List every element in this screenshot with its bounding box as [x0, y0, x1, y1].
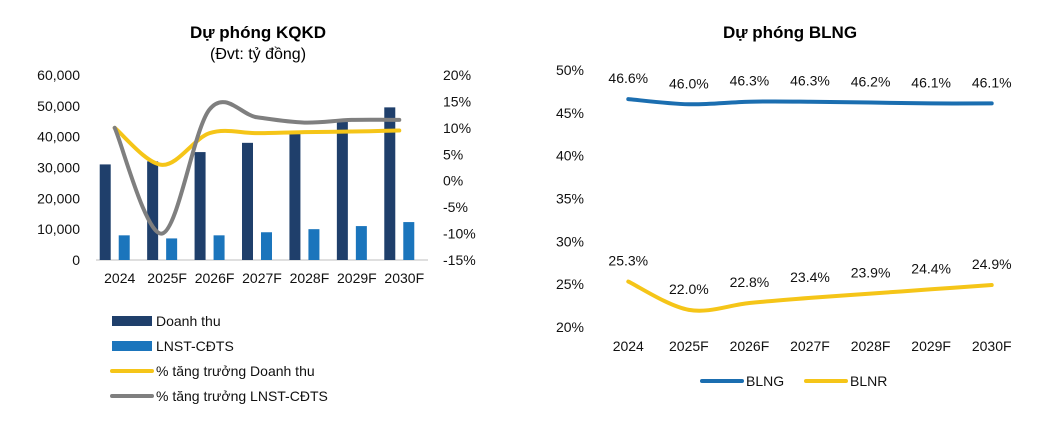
- kqkd-left-axis: 0 10,000 20,000 30,000 40,000 50,000 60,000: [37, 67, 80, 268]
- legend-item-label: LNST-CĐTS: [156, 338, 234, 354]
- line-growth-doanh-thu: [112, 125, 402, 167]
- data-label-blng: 46.6%: [608, 70, 648, 86]
- kqkd-left-tick-label: 30,000: [37, 160, 80, 176]
- kqkd-category-label: 2029F: [337, 270, 377, 286]
- blng-data-labels: 46.6% 46.0% 46.3% 46.3% 46.2% 46.1% 46.1% 25.3%…: [608, 70, 1011, 297]
- kqkd-category-label: 2026F: [195, 270, 235, 286]
- bar-lnst-cdts: [213, 235, 225, 260]
- blng-x-axis: 2024 2025F 2026F 2027F 2028F 2029F 2030F: [613, 338, 1012, 354]
- bar-lnst-cdts: [355, 226, 367, 260]
- kqkd-category-label: 2030F: [384, 270, 424, 286]
- line-growth-lnst-cdts: [112, 100, 402, 236]
- blng-category-label: 2029F: [911, 338, 951, 354]
- kqkd-right-tick-label: -5%: [443, 199, 468, 215]
- bar-lnst-cdts: [166, 238, 178, 260]
- kqkd-right-tick-label: 15%: [443, 93, 471, 109]
- bar-doanh-thu: [99, 164, 111, 260]
- blng-tick-label: 30%: [556, 233, 584, 249]
- kqkd-right-axis: -15% -10% -5% 0% 5% 10% 15% 20%: [443, 67, 476, 268]
- kqkd-subtitle: (Đvt: tỷ đồng): [210, 46, 306, 63]
- blng-category-label: 2028F: [851, 338, 891, 354]
- legend-item-label: % tăng trưởng LNST-CĐTS: [156, 388, 328, 404]
- blng-category-label: 2025F: [669, 338, 709, 354]
- kqkd-left-tick-label: 20,000: [37, 190, 80, 206]
- blng-y-axis: 20% 25% 30% 35% 40% 45% 50%: [556, 62, 584, 335]
- kqkd-title: Dự phóng KQKD: [190, 23, 326, 42]
- bar-doanh-thu: [242, 142, 253, 260]
- bar-doanh-thu: [384, 107, 396, 260]
- kqkd-bars: [99, 107, 415, 260]
- line-blnr: [626, 279, 994, 313]
- data-label-blnr: 23.4%: [790, 269, 830, 285]
- blng-category-label: 2026F: [730, 338, 770, 354]
- blng-tick-label: 25%: [556, 276, 584, 292]
- blng-chart: Dự phóng BLNG 20% 25% 30% 35% 40% 45% 50% 46.6…: [556, 23, 1012, 389]
- blng-category-label: 2024: [613, 338, 644, 354]
- bar-doanh-thu: [194, 152, 206, 260]
- kqkd-left-tick-label: 0: [72, 252, 80, 268]
- bar-doanh-thu: [336, 119, 348, 260]
- data-label-blnr: 24.4%: [911, 260, 951, 276]
- blng-tick-label: 35%: [556, 191, 584, 207]
- kqkd-category-label: 2028F: [290, 270, 330, 286]
- data-label-blng: 46.3%: [790, 73, 830, 89]
- bar-lnst-cdts: [403, 222, 415, 260]
- kqkd-category-label: 2024: [104, 270, 135, 286]
- data-label-blnr: 24.9%: [972, 256, 1012, 272]
- legend-item-label: BLNR: [850, 373, 887, 389]
- kqkd-left-tick-label: 10,000: [37, 221, 80, 237]
- bar-doanh-thu: [289, 132, 301, 260]
- data-label-blnr: 23.9%: [851, 265, 891, 281]
- kqkd-legend: Doanh thu LNST-CĐTS % tăng trưởng Doanh th…: [110, 313, 328, 404]
- bar-lnst-cdts: [308, 229, 320, 260]
- data-label-blng: 46.2%: [851, 74, 891, 90]
- blng-tick-label: 50%: [556, 62, 584, 78]
- data-label-blnr: 22.8%: [730, 274, 770, 290]
- kqkd-right-tick-label: 5%: [443, 146, 463, 162]
- kqkd-right-tick-label: 20%: [443, 67, 471, 83]
- kqkd-left-tick-label: 50,000: [37, 98, 80, 114]
- kqkd-right-tick-label: 0%: [443, 173, 463, 189]
- data-label-blnr: 22.0%: [669, 281, 709, 297]
- legend-item-label: BLNG: [746, 373, 784, 389]
- line-blng: [626, 97, 994, 107]
- kqkd-lines: [112, 100, 402, 236]
- kqkd-right-tick-label: -10%: [443, 226, 476, 242]
- kqkd-x-axis: 2024 2025F 2026F 2027F 2028F 2029F 2030F: [104, 270, 424, 286]
- kqkd-category-label: 2025F: [147, 270, 187, 286]
- kqkd-category-label: 2027F: [242, 270, 282, 286]
- blng-tick-label: 45%: [556, 105, 584, 121]
- legend-swatch-bar: [112, 341, 152, 351]
- blng-tick-label: 20%: [556, 319, 584, 335]
- data-label-blng: 46.1%: [911, 74, 951, 90]
- kqkd-left-tick-label: 40,000: [37, 129, 80, 145]
- data-label-blng: 46.3%: [730, 73, 770, 89]
- blng-category-label: 2030F: [972, 338, 1012, 354]
- blng-tick-label: 40%: [556, 148, 584, 164]
- legend-item-label: % tăng trưởng Doanh thu: [156, 363, 315, 379]
- bar-lnst-cdts: [118, 235, 130, 260]
- data-label-blnr: 25.3%: [608, 253, 648, 269]
- blng-lines: [626, 97, 994, 313]
- kqkd-right-tick-label: 10%: [443, 120, 471, 136]
- data-label-blng: 46.0%: [669, 75, 709, 91]
- blng-category-label: 2027F: [790, 338, 830, 354]
- kqkd-chart: Dự phóng KQKD (Đvt: tỷ đồng) 0 10,000 20,0…: [37, 23, 476, 404]
- data-label-blng: 46.1%: [972, 74, 1012, 90]
- kqkd-left-tick-label: 60,000: [37, 67, 80, 83]
- blng-legend: BLNG BLNR: [700, 373, 887, 389]
- legend-swatch-bar: [112, 316, 152, 326]
- bar-doanh-thu: [147, 161, 159, 260]
- bar-lnst-cdts: [261, 232, 272, 260]
- blng-title: Dự phóng BLNG: [723, 23, 857, 42]
- legend-item-label: Doanh thu: [156, 313, 221, 329]
- kqkd-right-tick-label: -15%: [443, 252, 476, 268]
